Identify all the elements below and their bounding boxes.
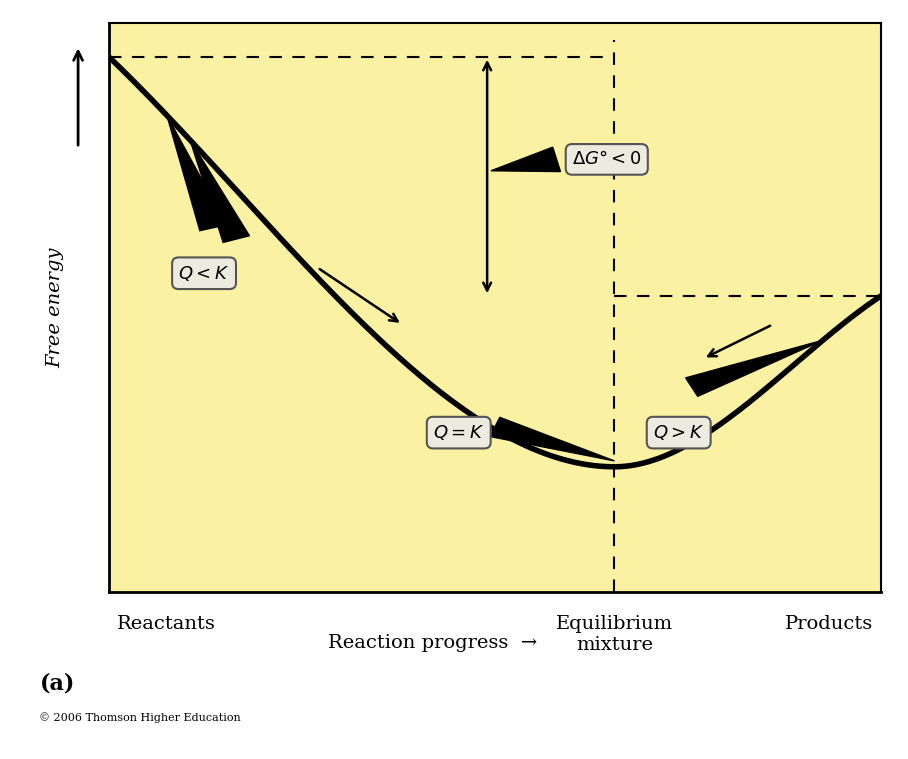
- Polygon shape: [490, 417, 615, 461]
- Polygon shape: [190, 140, 250, 242]
- Text: Products: Products: [785, 615, 873, 633]
- Text: Reaction progress  →: Reaction progress →: [329, 635, 538, 652]
- Text: $\Delta G°< 0$: $\Delta G°< 0$: [572, 150, 641, 168]
- Polygon shape: [686, 340, 823, 396]
- Text: $Q < K$: $Q < K$: [178, 263, 230, 283]
- Polygon shape: [491, 147, 560, 172]
- Text: $Q = K$: $Q = K$: [433, 423, 484, 442]
- Polygon shape: [167, 115, 226, 231]
- Text: Reactants: Reactants: [116, 615, 215, 633]
- Text: (a): (a): [40, 672, 74, 694]
- Text: Free energy: Free energy: [46, 247, 64, 367]
- Text: © 2006 Thomson Higher Education: © 2006 Thomson Higher Education: [40, 712, 242, 723]
- Text: Equilibrium
mixture: Equilibrium mixture: [556, 615, 673, 653]
- Text: $Q > K$: $Q > K$: [653, 423, 705, 442]
